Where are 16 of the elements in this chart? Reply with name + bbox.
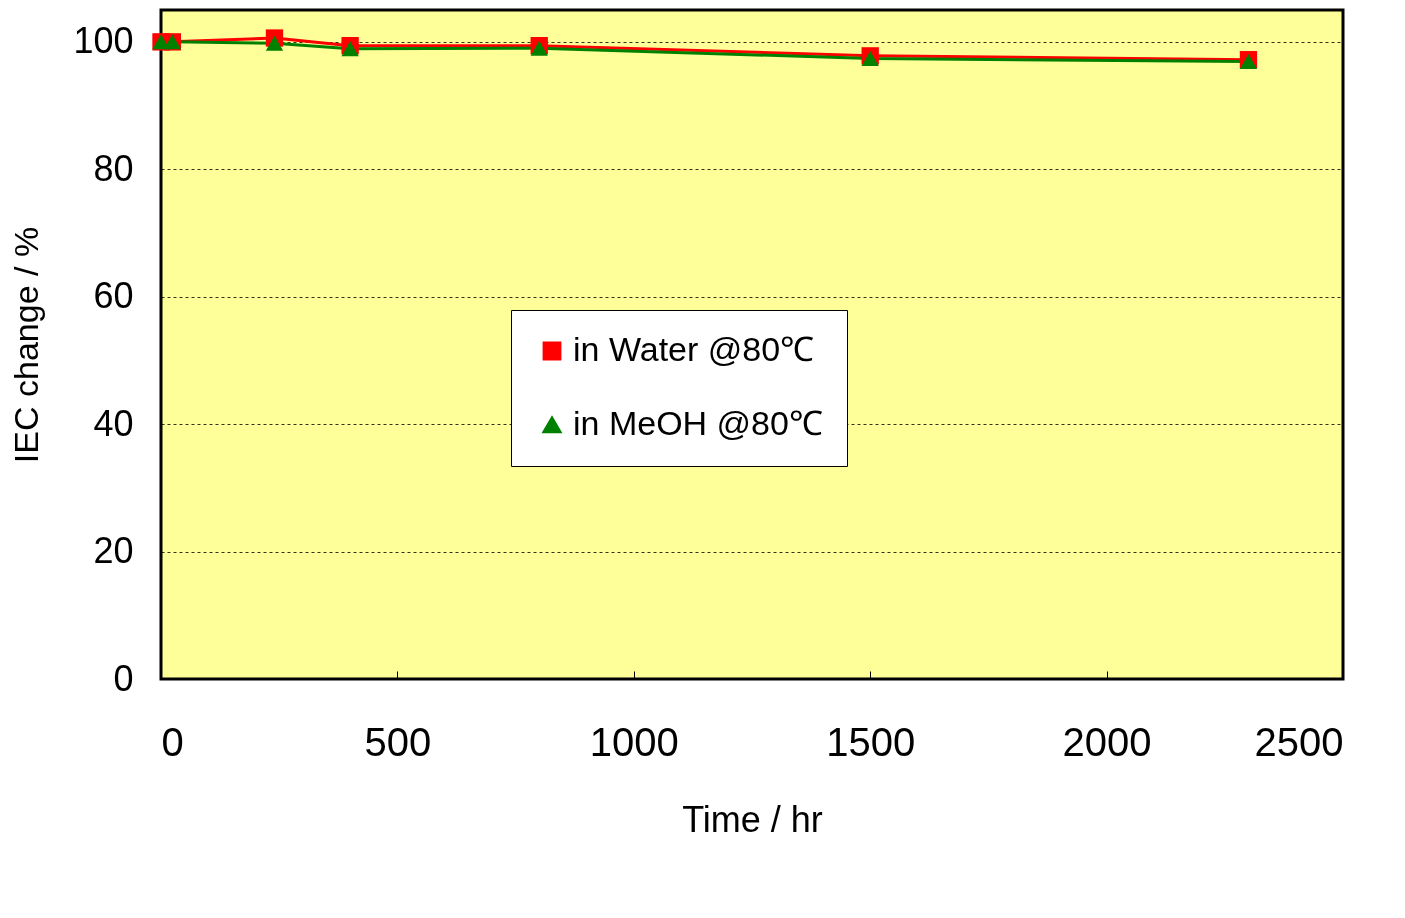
y-tick-label: 100 — [73, 20, 134, 62]
x-tick-label: 2500 — [1254, 719, 1344, 764]
y-tick-label: 80 — [93, 147, 134, 189]
x-tick-label: 500 — [364, 719, 432, 764]
x-tick-label: 2000 — [1062, 719, 1152, 764]
y-axis-title: IEC change / % — [7, 226, 46, 464]
legend-label: in MeOH @80℃ — [573, 404, 823, 442]
legend-label: in Water @80℃ — [573, 330, 815, 368]
y-tick-label: 20 — [93, 530, 134, 572]
x-tick-label: 1000 — [589, 719, 679, 764]
x-tick-label: 1500 — [826, 719, 916, 764]
y-tick-label: 40 — [93, 402, 134, 444]
x-tick-label: 0 — [161, 719, 184, 764]
y-tick-label: 60 — [93, 275, 134, 317]
y-tick-label: 0 — [113, 657, 134, 699]
x-axis-title: Time / hr — [682, 798, 823, 840]
